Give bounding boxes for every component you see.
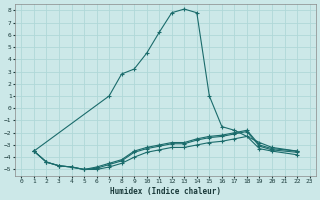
X-axis label: Humidex (Indice chaleur): Humidex (Indice chaleur) <box>110 187 221 196</box>
